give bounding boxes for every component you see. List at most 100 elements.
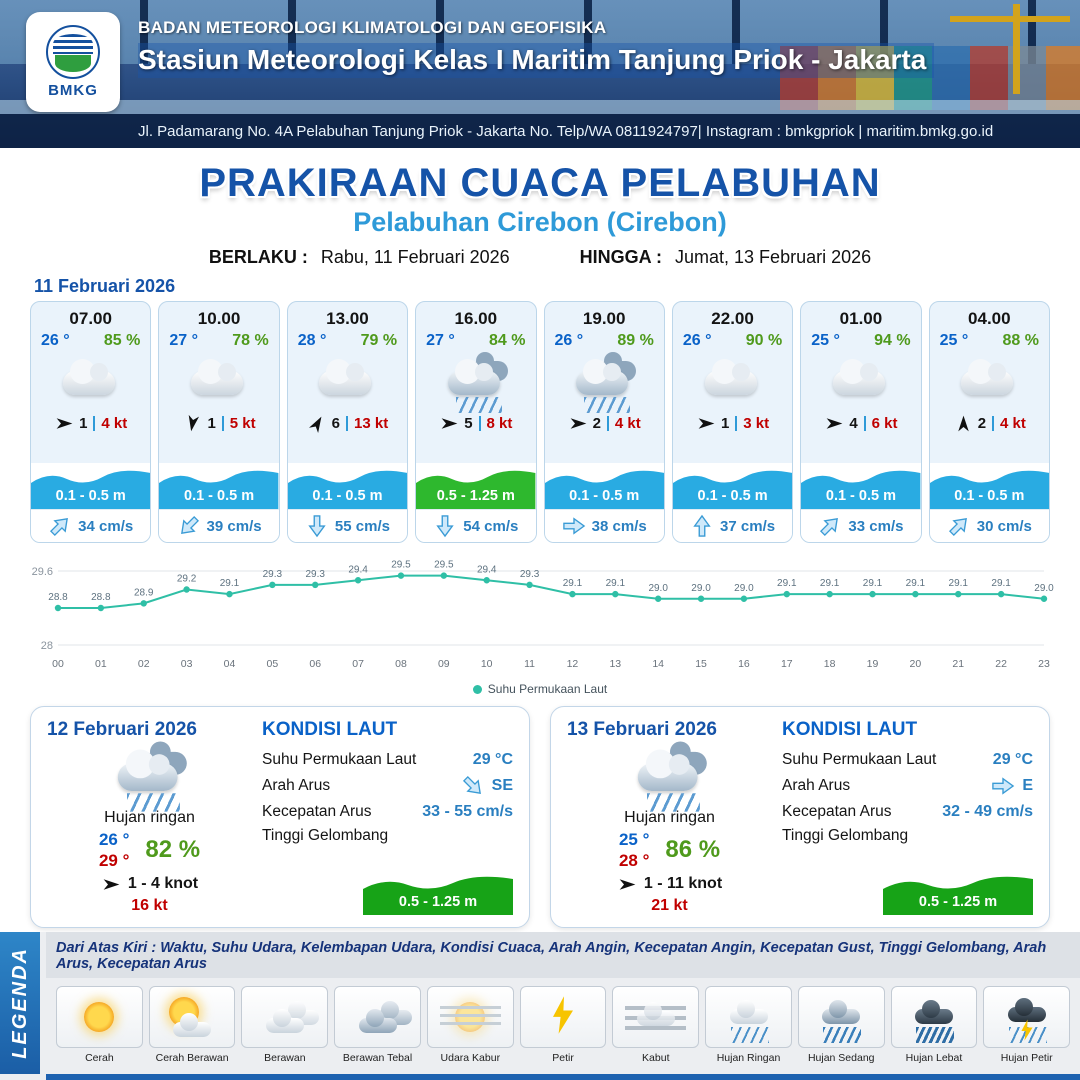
sst-row: Suhu Permukaan Laut 29 °C (782, 751, 1033, 769)
divider (992, 416, 995, 431)
forecast-time: 10.00 (197, 309, 241, 328)
wave-height-band: 0.1 - 0.5 m (929, 463, 1049, 509)
condition-label: Hujan ringan (624, 809, 715, 826)
daily-forecast-card: 13 Februari 2026 Hujan ringan 25 ° 28 ° … (550, 706, 1050, 928)
cloud-icon (173, 1012, 212, 1037)
gust-value: 13 kt (354, 415, 389, 432)
wave-height-band: 0.1 - 0.5 m (31, 463, 151, 509)
humidity-value: 90 % (745, 332, 783, 349)
condition-label: Hujan ringan (104, 809, 195, 826)
wave-height-value: 0.1 - 0.5 m (184, 488, 255, 504)
cloud-icon (1007, 998, 1046, 1023)
current-row: 34 cm/s (31, 509, 151, 542)
wave-height-value: 0.1 - 0.5 m (312, 488, 383, 504)
wave-height-band: 0.1 - 0.5 m (544, 463, 664, 509)
cloud-icon (265, 1009, 304, 1034)
svg-text:29.1: 29.1 (820, 578, 840, 589)
current-direction-value: SE (491, 777, 513, 794)
daily-weather-summary: 12 Februari 2026 Hujan ringan 26 ° 29 ° … (47, 719, 252, 915)
svg-text:29.3: 29.3 (305, 569, 325, 580)
legend-weather-icon (334, 986, 421, 1048)
svg-text:29.0: 29.0 (1034, 583, 1054, 594)
svg-text:29.1: 29.1 (991, 578, 1011, 589)
cloud-icon (358, 1009, 397, 1034)
temp-humidity-row: 25 ° 94 % (801, 329, 920, 350)
wind-direction-icon (303, 409, 332, 438)
svg-text:29.4: 29.4 (348, 564, 368, 575)
berlaku-value: Rabu, 11 Februari 2026 (320, 247, 510, 267)
legend-item: Kabut (612, 986, 700, 1064)
wave-height-band: 0.1 - 0.5 m (672, 463, 793, 509)
sst-chart-section: 29.6 28 28.8 00 28.8 01 28.9 02 29.2 03 29.1 04 29.3… (0, 543, 1080, 696)
wind-direction-icon (617, 874, 638, 895)
current-direction-value: E (1022, 777, 1033, 794)
legend-title: LEGENDA (8, 947, 31, 1059)
current-row: 39 cm/s (159, 509, 279, 542)
current-speed-value: 32 - 49 cm/s (942, 803, 1033, 820)
wind-speed-value: 1 (207, 415, 216, 432)
svg-text:13: 13 (609, 658, 621, 670)
temp-max-value: 29 ° (98, 851, 130, 871)
bmkg-logo: BMKG (26, 12, 120, 112)
current-direction-icon (562, 515, 586, 537)
legend-item: Berawan Tebal (334, 986, 421, 1064)
legend-item-label: Hujan Ringan (716, 1052, 781, 1064)
wind-speed-value: 4 (849, 415, 858, 432)
legend-note: Dari Atas Kiri : Waktu, Suhu Udara, Kele… (46, 932, 1080, 978)
wind-speed-value: 2 (592, 415, 601, 432)
current-row: 38 cm/s (544, 509, 664, 542)
current-direction-icon (172, 510, 205, 542)
cloud-icon (637, 749, 698, 791)
gust-value: 21 kt (651, 896, 688, 914)
svg-text:11: 11 (524, 658, 535, 670)
sea-conditions-title: KONDISI LAUT (782, 719, 918, 740)
hourly-forecast-row: 07.00 26 ° 85 % 1 4 kt (0, 299, 1080, 543)
legend-item-label: Hujan Lebat (905, 1052, 963, 1064)
wind-speed-value: 5 (464, 415, 473, 432)
humidity-value: 85 % (103, 332, 141, 349)
current-speed-value: 33 cm/s (848, 517, 904, 535)
cloud-icon (447, 359, 500, 395)
hourly-forecast-card: 16.00 27 ° 84 % 5 8 kt (415, 301, 537, 543)
svg-text:04: 04 (224, 658, 236, 670)
current-speed-row: Kecepatan Arus 32 - 49 cm/s (782, 803, 1033, 821)
temperature-value: 26 ° (554, 332, 584, 349)
weather-icon (104, 741, 196, 812)
current-row: 33 cm/s (801, 509, 921, 542)
wave-height-value: 0.1 - 0.5 m (954, 488, 1025, 504)
sea-conditions: KONDISI LAUT Suhu Permukaan Laut 29 °C A… (772, 719, 1033, 915)
rain-drops-icon (646, 793, 700, 812)
date-label: 13 Februari 2026 (567, 719, 717, 740)
legend-weather-icon (519, 986, 607, 1048)
forecast-time: 07.00 (69, 309, 112, 328)
current-direction-icon (434, 514, 456, 538)
humidity-value: 86 % (665, 836, 721, 864)
wind-direction-icon (101, 874, 122, 895)
svg-text:06: 06 (309, 658, 321, 670)
legend-weather-icon (705, 986, 792, 1048)
lightning-icon (553, 996, 574, 1034)
legend-weather-icon (983, 986, 1071, 1048)
svg-text:02: 02 (138, 658, 150, 670)
temperature-value: 27 ° (426, 332, 455, 349)
wind-speed-value: 1 (720, 415, 730, 432)
org-name: BADAN METEOROLOGI KLIMATOLOGI DAN GEOFIS… (138, 18, 607, 37)
sst-line-chart: 29.6 28 28.8 00 28.8 01 28.9 02 29.2 03 29.1 04 29.3… (32, 560, 1055, 670)
legend-weather-icon (426, 986, 514, 1048)
temp-humidity-row: 28 ° 79 % (288, 329, 407, 350)
legend-item: Hujan Petir (983, 986, 1071, 1064)
svg-text:14: 14 (652, 658, 664, 670)
current-row: 37 cm/s (672, 509, 793, 542)
divider (346, 416, 348, 431)
wave-height-box: 0.5 - 1.25 m (883, 869, 1033, 915)
rain-drops-icon (584, 397, 631, 413)
weather-icon (436, 352, 516, 413)
legend-tab: LEGENDA (0, 932, 40, 1074)
hingga-value: Jumat, 13 Februari 2026 (675, 247, 872, 267)
wave-height-value: 0.5 - 1.25 m (398, 894, 478, 910)
current-speed-value: 30 cm/s (976, 517, 1032, 535)
svg-text:23: 23 (1038, 658, 1050, 670)
wind-direction-icon (439, 413, 460, 434)
wind-row: 1 - 11 knot (617, 874, 722, 895)
forecast-time: 13.00 (326, 309, 369, 328)
